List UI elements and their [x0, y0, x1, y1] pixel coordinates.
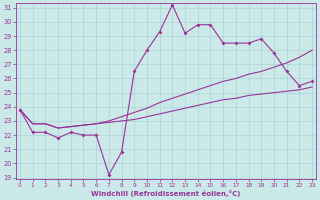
X-axis label: Windchill (Refroidissement éolien,°C): Windchill (Refroidissement éolien,°C) [91, 190, 241, 197]
